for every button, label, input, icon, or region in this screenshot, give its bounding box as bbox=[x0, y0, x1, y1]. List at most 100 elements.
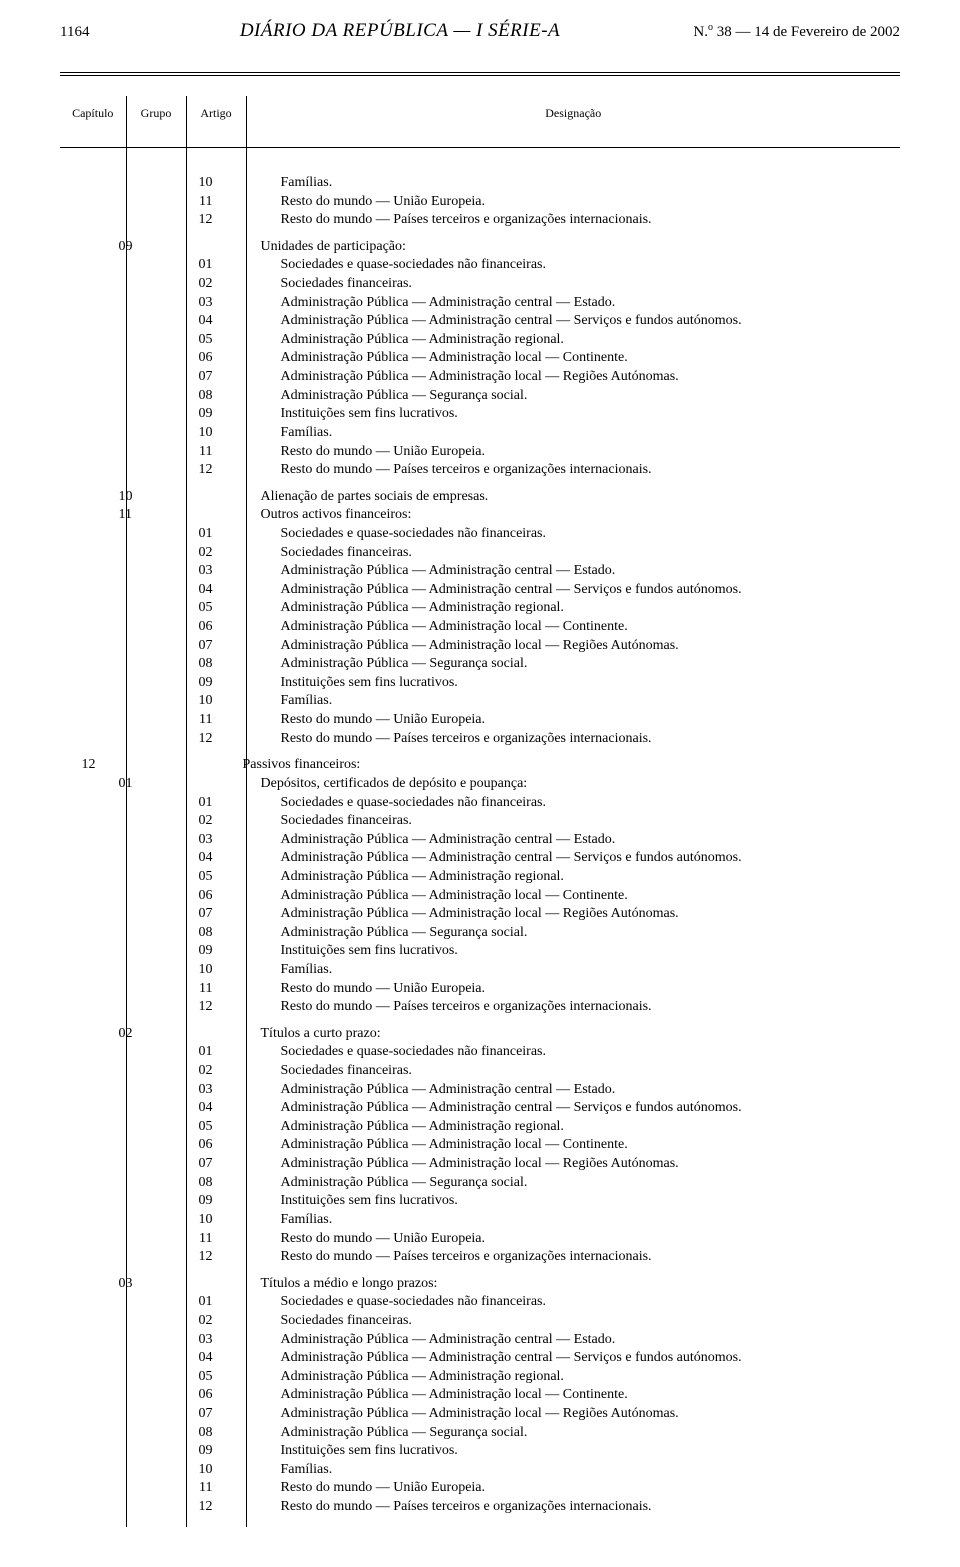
cell-capitulo bbox=[59, 275, 119, 294]
cell-designacao: Administração Pública — Administração ce… bbox=[243, 1099, 901, 1118]
table-row: 10Famílias. bbox=[253, 174, 901, 193]
cell-artigo: 02 bbox=[181, 544, 243, 563]
cell-grupo bbox=[119, 1479, 181, 1498]
cell-grupo bbox=[119, 1248, 181, 1267]
cell-grupo bbox=[119, 1017, 181, 1025]
cell-designacao: Administração Pública — Administração lo… bbox=[243, 1136, 901, 1155]
issue-rest: 38 — 14 de Fevereiro de 2002 bbox=[713, 24, 900, 40]
cell-artigo: 06 bbox=[181, 887, 243, 906]
cell-artigo: 09 bbox=[181, 942, 243, 961]
cell-artigo: 01 bbox=[181, 525, 243, 544]
cell-designacao: Administração Pública — Administração lo… bbox=[243, 1155, 901, 1174]
cell-designacao: Administração Pública — Administração re… bbox=[243, 868, 901, 887]
cell-artigo: 06 bbox=[181, 349, 243, 368]
table-row: 01Sociedades e quase-sociedades não fina… bbox=[253, 256, 901, 275]
cell-capitulo bbox=[59, 980, 119, 999]
table-row: 06Administração Pública — Administração … bbox=[253, 887, 901, 906]
cell-artigo: 10 bbox=[181, 1461, 243, 1480]
cell-grupo bbox=[119, 312, 181, 331]
cell-capitulo bbox=[59, 887, 119, 906]
col-header-capitulo: Capítulo bbox=[60, 96, 126, 148]
cell-grupo bbox=[119, 1155, 181, 1174]
table-row: 05Administração Pública — Administração … bbox=[253, 1118, 901, 1137]
cell-grupo bbox=[119, 275, 181, 294]
table-row: 11Resto do mundo — União Europeia. bbox=[253, 980, 901, 999]
cell-grupo bbox=[119, 1136, 181, 1155]
table-row: 02Sociedades financeiras. bbox=[253, 275, 901, 294]
cell-artigo: 06 bbox=[181, 1136, 243, 1155]
table-row: 12Passivos financeiros: bbox=[253, 756, 901, 775]
cell-capitulo bbox=[59, 461, 119, 480]
cell-artigo bbox=[181, 488, 243, 507]
cell-designacao: Sociedades financeiras. bbox=[243, 812, 901, 831]
table-row: 09Instituições sem fins lucrativos. bbox=[253, 674, 901, 693]
journal-title: DIÁRIO DA REPÚBLICA — I SÉRIE-A bbox=[130, 20, 670, 42]
cell-grupo bbox=[119, 655, 181, 674]
table-row: 09Instituições sem fins lucrativos. bbox=[253, 942, 901, 961]
cell-grupo bbox=[119, 1405, 181, 1424]
cell-grupo bbox=[119, 368, 181, 387]
cell-grupo bbox=[119, 942, 181, 961]
table-row: 02Sociedades financeiras. bbox=[253, 1062, 901, 1081]
cell-designacao: Sociedades e quase-sociedades não financ… bbox=[243, 1043, 901, 1062]
cell-designacao: Administração Pública — Administração re… bbox=[243, 599, 901, 618]
table-row bbox=[253, 1017, 901, 1025]
cell-capitulo bbox=[59, 174, 119, 193]
cell-designacao bbox=[243, 1267, 901, 1275]
cell-capitulo bbox=[59, 998, 119, 1017]
cell-artigo: 12 bbox=[181, 1498, 243, 1517]
cell-grupo: 09 bbox=[119, 238, 181, 257]
cell-artigo: 02 bbox=[181, 275, 243, 294]
cell-designacao bbox=[243, 230, 901, 238]
cell-artigo: 10 bbox=[181, 424, 243, 443]
cell-capitulo bbox=[59, 331, 119, 350]
cell-artigo: 08 bbox=[181, 387, 243, 406]
cell-artigo: 03 bbox=[181, 562, 243, 581]
cell-artigo bbox=[181, 748, 243, 756]
cell-artigo bbox=[181, 1025, 243, 1044]
cell-designacao: Administração Pública — Administração lo… bbox=[243, 887, 901, 906]
cell-artigo: 02 bbox=[181, 1312, 243, 1331]
cell-grupo bbox=[119, 581, 181, 600]
table-row: 03Administração Pública — Administração … bbox=[253, 1331, 901, 1350]
cell-designacao: Sociedades e quase-sociedades não financ… bbox=[243, 256, 901, 275]
cell-designacao: Resto do mundo — União Europeia. bbox=[243, 711, 901, 730]
cell-capitulo bbox=[59, 387, 119, 406]
cell-artigo: 11 bbox=[181, 443, 243, 462]
cell-capitulo bbox=[59, 488, 119, 507]
cell-designacao: Famílias. bbox=[243, 692, 901, 711]
table-row: 09Instituições sem fins lucrativos. bbox=[253, 1442, 901, 1461]
cell-grupo bbox=[119, 1386, 181, 1405]
table-row: 05Administração Pública — Administração … bbox=[253, 1368, 901, 1387]
cell-grupo bbox=[119, 831, 181, 850]
cell-artigo: 04 bbox=[181, 849, 243, 868]
cell-capitulo bbox=[59, 1424, 119, 1443]
cell-grupo bbox=[119, 887, 181, 906]
cell-capitulo bbox=[59, 1155, 119, 1174]
table-row bbox=[253, 748, 901, 756]
table-row: 04Administração Pública — Administração … bbox=[253, 1349, 901, 1368]
table-row: 11Outros activos financeiros: bbox=[253, 506, 901, 525]
table-row: 08Administração Pública — Segurança soci… bbox=[253, 387, 901, 406]
cell-capitulo bbox=[59, 1312, 119, 1331]
cell-artigo bbox=[181, 775, 243, 794]
cell-artigo: 12 bbox=[181, 998, 243, 1017]
table-row: 10Famílias. bbox=[253, 424, 901, 443]
cell-capitulo bbox=[59, 748, 119, 756]
table-row: 01Sociedades e quase-sociedades não fina… bbox=[253, 1293, 901, 1312]
cell-designacao: Administração Pública — Administração lo… bbox=[243, 1386, 901, 1405]
table-row bbox=[253, 230, 901, 238]
cell-capitulo bbox=[59, 961, 119, 980]
table-row: 02Sociedades financeiras. bbox=[253, 812, 901, 831]
cell-capitulo bbox=[59, 581, 119, 600]
cell-capitulo bbox=[59, 525, 119, 544]
table-row: 10Famílias. bbox=[253, 1211, 901, 1230]
table-row: 06Administração Pública — Administração … bbox=[253, 618, 901, 637]
cell-capitulo bbox=[59, 1025, 119, 1044]
table-row: 12Resto do mundo — Países terceiros e or… bbox=[253, 1498, 901, 1517]
table-row: 09Instituições sem fins lucrativos. bbox=[253, 1192, 901, 1211]
table-row: 01Sociedades e quase-sociedades não fina… bbox=[253, 1043, 901, 1062]
cell-grupo bbox=[119, 1174, 181, 1193]
cell-grupo bbox=[119, 1349, 181, 1368]
cell-artigo: 09 bbox=[181, 405, 243, 424]
